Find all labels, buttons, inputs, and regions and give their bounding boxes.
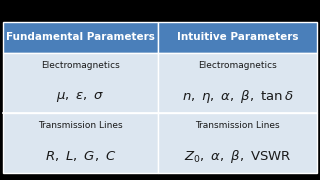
Text: $Z_0,\ \alpha,\ \beta,\ \mathrm{VSWR}$: $Z_0,\ \alpha,\ \beta,\ \mathrm{VSWR}$ bbox=[184, 148, 291, 165]
Bar bbox=[158, 53, 317, 113]
Text: Intuitive Parameters: Intuitive Parameters bbox=[177, 32, 298, 42]
Text: $R,\ L,\ G,\ C$: $R,\ L,\ G,\ C$ bbox=[45, 149, 116, 163]
Bar bbox=[3, 22, 158, 53]
Bar bbox=[158, 113, 317, 173]
Text: $n,\ \eta,\ \alpha,\ \beta,\ \tan\delta$: $n,\ \eta,\ \alpha,\ \beta,\ \tan\delta$ bbox=[182, 88, 293, 105]
Text: $\mu,\ \varepsilon,\ \sigma$: $\mu,\ \varepsilon,\ \sigma$ bbox=[56, 89, 105, 103]
Bar bbox=[3, 53, 158, 113]
Bar bbox=[3, 113, 158, 173]
Text: Fundamental Parameters: Fundamental Parameters bbox=[6, 32, 155, 42]
Text: Transmission Lines: Transmission Lines bbox=[195, 121, 280, 130]
Text: Electromagnetics: Electromagnetics bbox=[198, 61, 277, 70]
Text: Transmission Lines: Transmission Lines bbox=[38, 121, 123, 130]
Text: Electromagnetics: Electromagnetics bbox=[41, 61, 120, 70]
Bar bbox=[158, 22, 317, 53]
